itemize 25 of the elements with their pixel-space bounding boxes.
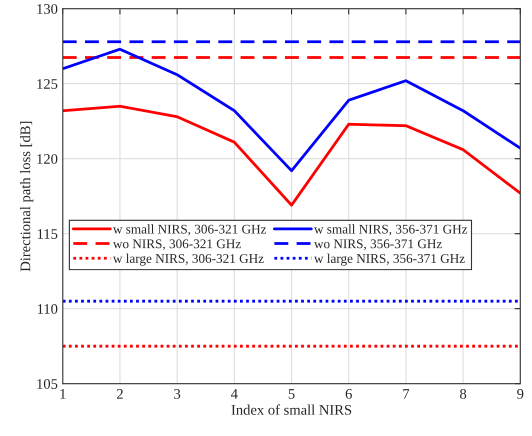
x-tick-label: 5 xyxy=(288,389,295,399)
x-tick-label: 1 xyxy=(60,389,66,399)
legend-label: wo NIRS, 306-321 GHz xyxy=(112,239,241,250)
x-tick-label: 3 xyxy=(174,389,180,399)
legend-label: w large NIRS, 306-321 GHz xyxy=(112,254,264,266)
legend-label: w large NIRS, 356-371 GHz xyxy=(314,254,465,266)
line-series xyxy=(62,48,520,172)
y-tick-label: 125 xyxy=(37,79,58,89)
y-axis-title: Directional path loss [dB] xyxy=(20,122,34,272)
y-tick-label: 130 xyxy=(37,4,58,14)
x-tick-label: 9 xyxy=(517,389,524,399)
legend-label: wo NIRS, 356-371 GHz xyxy=(314,239,442,250)
x-tick-label: 7 xyxy=(403,389,410,399)
y-tick-label: 120 xyxy=(37,154,58,164)
x-tick-label: 8 xyxy=(460,388,466,399)
line-series xyxy=(62,104,520,207)
legend-label: w small NIRS, 306-321 GHz xyxy=(112,224,266,236)
y-tick-label: 115 xyxy=(38,229,58,239)
y-tick-label: 110 xyxy=(38,304,58,314)
x-tick-label: 4 xyxy=(230,389,238,399)
x-tick-label: 2 xyxy=(116,389,123,399)
y-tick-label: 105 xyxy=(37,379,58,389)
x-tick-label: 6 xyxy=(346,389,352,399)
legend-label: w small NIRS, 356-371 GHz xyxy=(314,224,468,236)
x-axis-title: Index of small NIRS xyxy=(232,404,352,415)
